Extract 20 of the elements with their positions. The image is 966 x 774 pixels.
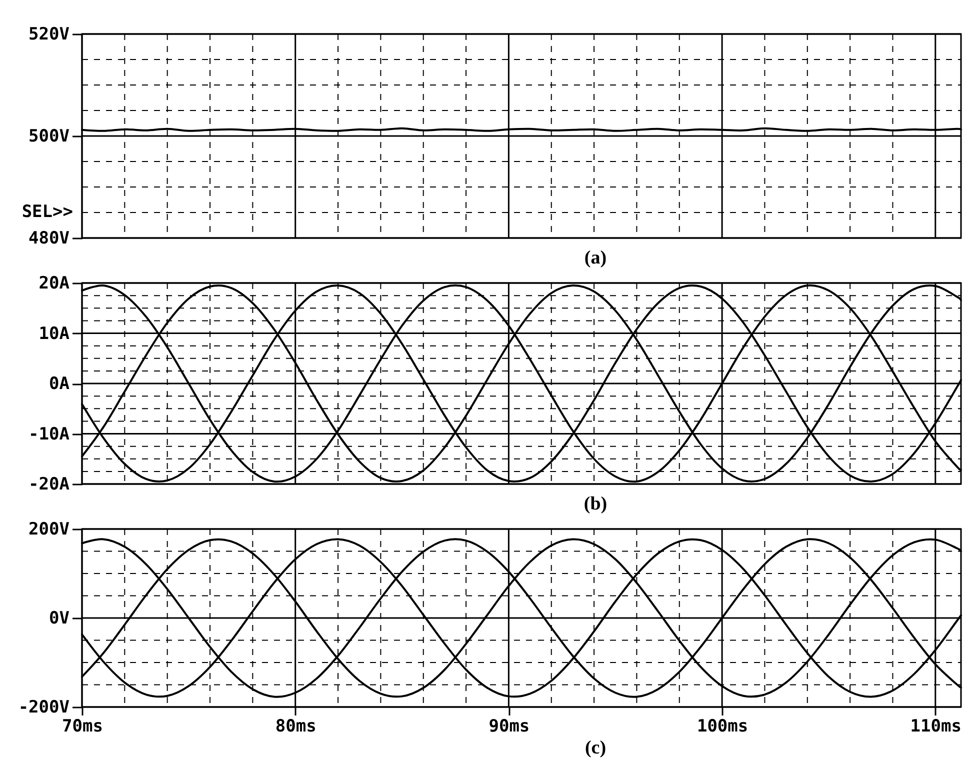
x-axis-title: (a) bbox=[584, 248, 607, 268]
y-tick-label: 520V bbox=[28, 24, 70, 44]
y-tick-label: 0A bbox=[49, 374, 70, 394]
x-tick-label: 70ms bbox=[62, 716, 103, 736]
y-tick-label: 20A bbox=[38, 274, 70, 294]
text: SEL>> bbox=[22, 202, 73, 222]
x-tick-label: 80ms bbox=[275, 716, 316, 736]
x-tick-label: 90ms bbox=[488, 716, 530, 736]
y-tick-label: 480V bbox=[28, 228, 70, 248]
y-tick-label: 0V bbox=[49, 608, 70, 628]
y-tick-label: -200V bbox=[18, 698, 70, 718]
x-axis-title: (c) bbox=[584, 738, 606, 758]
x-tick-label: 110ms bbox=[910, 716, 962, 736]
y-tick-label: -10A bbox=[28, 424, 70, 444]
y-tick-label: -20A bbox=[28, 474, 70, 494]
x-tick-label: 100ms bbox=[696, 716, 748, 736]
y-tick-label: 10A bbox=[38, 324, 70, 344]
y-tick-label: 500V bbox=[28, 126, 70, 146]
x-axis-title: (b) bbox=[584, 494, 608, 514]
y-tick-label: 200V bbox=[28, 520, 70, 540]
